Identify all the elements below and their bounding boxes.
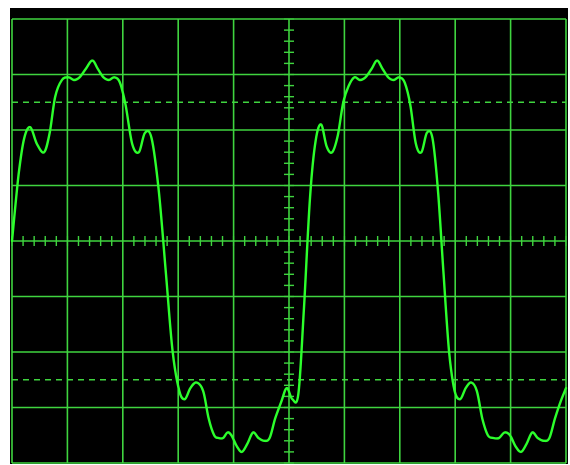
graticule-dashed-lines bbox=[12, 101, 566, 381]
signal-trace bbox=[10, 59, 568, 454]
graticule-center-ticks bbox=[11, 18, 567, 464]
